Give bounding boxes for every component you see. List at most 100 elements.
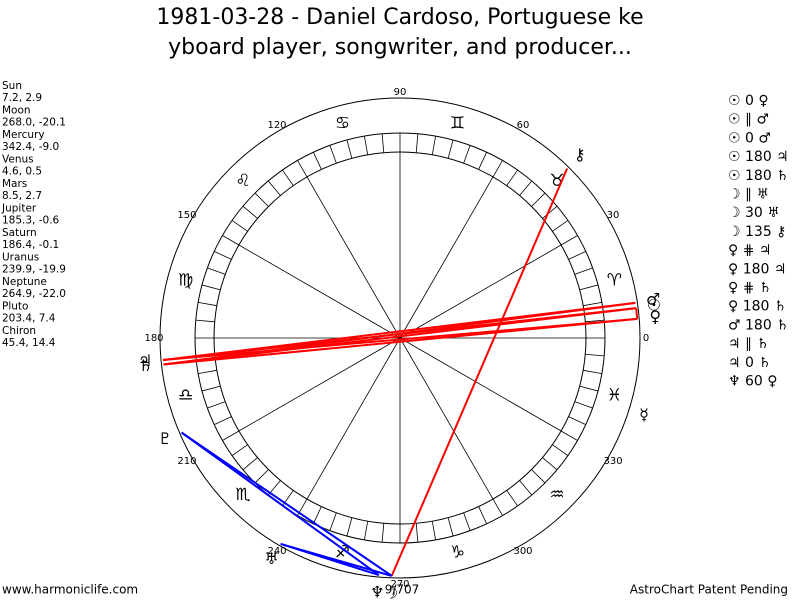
ring-tick	[574, 267, 593, 275]
planet-glyph: ♇	[158, 429, 172, 448]
ring-tick	[560, 235, 578, 246]
planet-name: Saturn	[2, 227, 37, 239]
aspect-line	[163, 301, 636, 366]
title-line: 1981-03-28 - Daniel Cardoso, Portuguese …	[156, 5, 643, 30]
ring-tick	[381, 523, 385, 543]
planet-coords: 45.4, 14.4	[2, 337, 56, 349]
ring-tick	[478, 152, 487, 170]
ring-tick	[242, 457, 258, 471]
zodiac-sign: ♈	[607, 271, 622, 291]
ring-tick	[583, 369, 602, 374]
title-line: yboard player, songwriter, and producer.…	[168, 35, 632, 60]
ring-tick	[519, 180, 533, 196]
aspect-entry: ♆ 60 ♀	[728, 374, 778, 390]
ring-tick	[506, 490, 518, 507]
planet-coords: 203.4, 7.4	[2, 313, 56, 325]
planet-name: Uranus	[2, 252, 39, 264]
planet-glyph: ♄	[138, 356, 152, 375]
ring-tick	[282, 169, 294, 186]
ring-tick	[574, 401, 593, 409]
ring-tick	[568, 251, 586, 260]
ring-tick	[267, 180, 281, 196]
aspect-entry: ♀ ⋕ ♃	[728, 243, 771, 259]
ring-tick	[231, 220, 248, 232]
planet-name: Chiron	[2, 325, 36, 337]
aspect-entry: ♀ ⋕ ♄	[728, 280, 771, 296]
aspect-line	[390, 168, 569, 577]
zodiac-sign: ♋	[335, 114, 350, 134]
house-line	[399, 337, 562, 432]
degree-label: 150	[177, 210, 196, 221]
planet-glyph: ♃	[138, 351, 152, 370]
ring-tick	[531, 469, 546, 484]
ring-tick	[560, 430, 578, 441]
ring-tick	[201, 284, 221, 291]
house-line	[399, 244, 562, 339]
zodiac-sign: ♒	[549, 485, 564, 505]
degree-label: 300	[513, 546, 532, 557]
house-line	[238, 244, 401, 339]
planet-glyph: ♆	[370, 582, 384, 600]
zodiac-sign: ♍	[178, 271, 193, 291]
ring-tick	[214, 251, 232, 260]
ring-tick	[207, 401, 226, 409]
degree-label: 90	[394, 87, 407, 98]
outer-circle	[159, 97, 641, 579]
aspect-entry: ☉ 0 ♂	[728, 130, 771, 146]
ring-tick	[415, 523, 419, 543]
aspect-line	[635, 308, 639, 320]
degree-label: 240	[267, 546, 286, 557]
degree-label: 210	[177, 456, 196, 467]
aspect-entry: ☽ ∥ ♅	[728, 187, 769, 203]
aspect-line	[180, 431, 380, 576]
ring-tick	[531, 192, 546, 207]
degree-label: 180	[144, 333, 163, 344]
planet-glyph: ♀	[649, 307, 661, 326]
zodiac-sign: ♌	[235, 171, 250, 191]
ring-tick	[568, 416, 586, 425]
ring-tick	[519, 480, 533, 496]
house-line	[306, 337, 401, 500]
planet-glyph: ♅	[264, 549, 278, 568]
planet-coords: 185.3, -0.6	[2, 215, 60, 227]
ring-tick	[346, 517, 353, 537]
aspect-entry: ♀ 180 ♄	[728, 299, 786, 315]
ring-tick	[552, 444, 569, 456]
planet-name: Neptune	[2, 276, 47, 288]
aspect-entry: ♂ 180 ♄	[728, 317, 789, 333]
ring-tick	[463, 512, 471, 531]
house-line	[238, 337, 401, 432]
ring-tick	[431, 521, 436, 540]
planet-coords: 264.9, -22.0	[2, 288, 66, 300]
ring-tick	[478, 506, 487, 524]
planet-coords: 4.6, 0.5	[2, 166, 42, 178]
planet-glyph: ☽	[384, 583, 398, 600]
planet-glyph: ♂	[646, 290, 660, 309]
ring-tick	[415, 133, 419, 153]
ring-tick	[254, 192, 269, 207]
ring-tick	[492, 498, 503, 516]
planet-name: Mars	[2, 178, 27, 190]
ring-tick	[364, 136, 369, 155]
planet-coords: 7.2, 2.9	[2, 92, 42, 104]
ring-tick	[242, 205, 258, 219]
planet-coords: 8.5, 2.7	[2, 190, 42, 202]
ring-tick	[254, 469, 269, 484]
ring-tick	[431, 136, 436, 155]
degree-label: 330	[603, 456, 622, 467]
planet-coords: 268.0, -20.1	[2, 117, 66, 129]
footer-left: www.harmoniclife.com	[2, 583, 138, 597]
ring-tick	[231, 444, 248, 456]
planet-name: Sun	[2, 80, 22, 92]
planet-coords: 239.9, -19.9	[2, 264, 66, 276]
planet-glyph: ☿	[639, 405, 649, 424]
ring-tick	[201, 385, 221, 392]
ring-tick	[222, 430, 240, 441]
ring-tick	[313, 152, 322, 170]
planet-coords: 342.4, -9.0	[2, 141, 59, 153]
ring-tick	[447, 517, 454, 537]
aspect-entry: ☽ 135 ⚷	[728, 224, 786, 240]
zodiac-sign: ♊	[450, 114, 465, 134]
ring-tick	[329, 145, 337, 164]
ring-tick	[346, 139, 353, 159]
